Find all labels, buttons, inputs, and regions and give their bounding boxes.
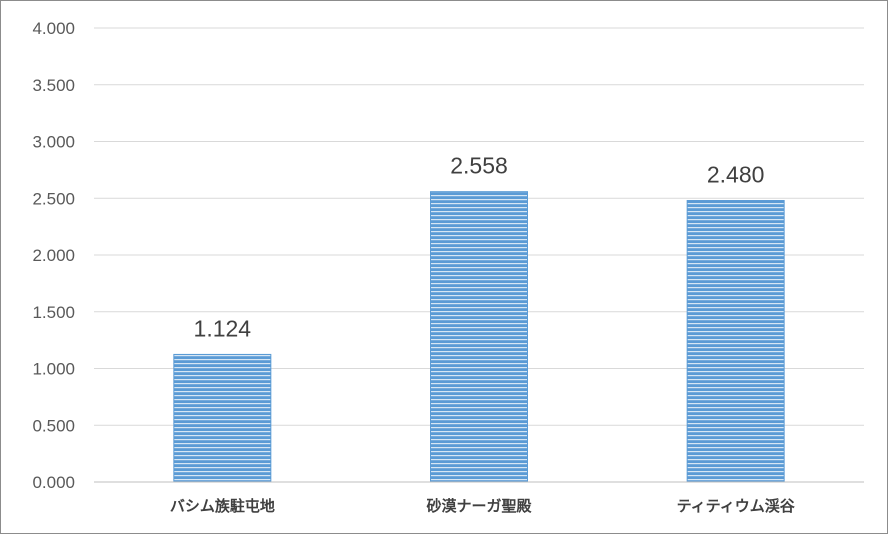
y-tick-label: 2.500 — [32, 189, 75, 208]
y-tick-label: 1.000 — [32, 360, 75, 379]
data-label: 2.480 — [707, 162, 765, 188]
bar — [686, 200, 785, 483]
y-tick-label: 3.000 — [32, 133, 75, 152]
data-label: 2.558 — [450, 153, 508, 179]
y-tick-label: 4.000 — [32, 19, 75, 38]
labels: 0.000 0.500 1.000 1.500 2.000 2.500 3.000 3.500… — [32, 19, 795, 515]
y-tick-label: 0.500 — [32, 416, 75, 435]
data-label: 1.124 — [194, 315, 252, 341]
bars — [173, 191, 785, 483]
x-category-label: バシム族駐屯地 — [170, 497, 275, 515]
y-tick-label: 1.500 — [32, 303, 75, 322]
x-category-label: ティティウム渓谷 — [677, 497, 796, 515]
x-category-label: 砂漠ナーガ聖殿 — [426, 497, 532, 515]
y-tick-label: 3.500 — [32, 76, 75, 95]
y-tick-label: 0.000 — [32, 473, 75, 492]
y-tick-label: 2.000 — [32, 246, 75, 265]
bar — [173, 353, 272, 483]
bar — [430, 191, 528, 483]
